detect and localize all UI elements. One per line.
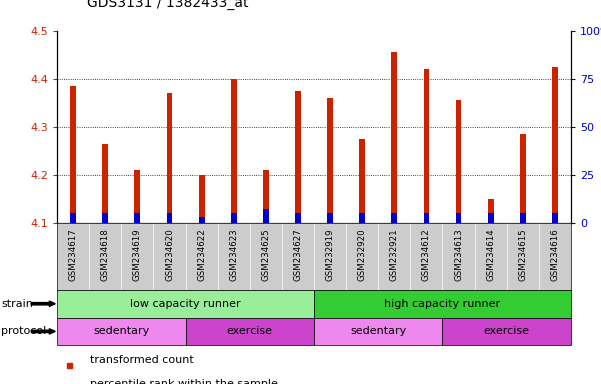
Text: GSM232921: GSM232921	[390, 228, 399, 281]
Bar	[456, 100, 462, 223]
Bar	[488, 213, 493, 223]
Bar	[520, 134, 526, 223]
Text: GSM234619: GSM234619	[133, 228, 142, 281]
Bar	[327, 213, 333, 223]
Text: GSM234618: GSM234618	[101, 228, 110, 281]
Bar	[102, 144, 108, 223]
Text: GSM234616: GSM234616	[551, 228, 560, 281]
Bar	[552, 67, 558, 223]
Bar	[314, 290, 571, 318]
Text: GSM234627: GSM234627	[293, 228, 302, 281]
Bar	[442, 318, 571, 345]
Bar	[57, 290, 314, 318]
Bar	[70, 213, 76, 223]
Bar	[488, 199, 493, 223]
Bar	[295, 213, 301, 223]
Bar	[166, 213, 172, 223]
Bar	[424, 69, 429, 223]
Text: GSM234623: GSM234623	[229, 228, 238, 281]
Text: protocol: protocol	[1, 326, 46, 336]
Bar	[359, 213, 365, 223]
Text: percentile rank within the sample: percentile rank within the sample	[91, 379, 278, 384]
Text: GSM234613: GSM234613	[454, 228, 463, 281]
Bar	[70, 86, 76, 223]
Bar	[231, 79, 237, 223]
Text: sedentary: sedentary	[350, 326, 406, 336]
Bar	[166, 93, 172, 223]
Bar	[263, 209, 269, 223]
Text: sedentary: sedentary	[93, 326, 150, 336]
Bar	[135, 213, 140, 223]
Bar	[186, 318, 314, 345]
Bar	[520, 213, 526, 223]
Bar	[135, 170, 140, 223]
Bar	[102, 213, 108, 223]
Bar	[67, 363, 72, 368]
Text: GSM234617: GSM234617	[69, 228, 78, 281]
Bar	[57, 318, 186, 345]
Text: GDS3131 / 1382433_at: GDS3131 / 1382433_at	[87, 0, 249, 10]
Bar	[359, 139, 365, 223]
Text: GSM234625: GSM234625	[261, 228, 270, 281]
Text: GSM234615: GSM234615	[518, 228, 527, 281]
Text: exercise: exercise	[484, 326, 529, 336]
Bar	[552, 213, 558, 223]
Text: strain: strain	[1, 299, 33, 309]
Bar	[263, 170, 269, 223]
Text: exercise: exercise	[227, 326, 273, 336]
Text: high capacity runner: high capacity runner	[385, 299, 501, 309]
Text: GSM232920: GSM232920	[358, 228, 367, 281]
Bar	[314, 318, 442, 345]
Bar	[295, 91, 301, 223]
Bar	[424, 213, 429, 223]
Text: GSM234620: GSM234620	[165, 228, 174, 281]
Text: GSM234612: GSM234612	[422, 228, 431, 281]
Bar	[456, 213, 462, 223]
Bar	[231, 213, 237, 223]
Bar	[391, 52, 397, 223]
Text: low capacity runner: low capacity runner	[130, 299, 241, 309]
Text: GSM234622: GSM234622	[197, 228, 206, 281]
Text: transformed count: transformed count	[91, 355, 194, 365]
Bar	[391, 213, 397, 223]
Text: GSM234614: GSM234614	[486, 228, 495, 281]
Bar	[327, 98, 333, 223]
Text: GSM232919: GSM232919	[326, 228, 335, 281]
Bar	[199, 175, 204, 223]
Bar	[199, 217, 204, 223]
